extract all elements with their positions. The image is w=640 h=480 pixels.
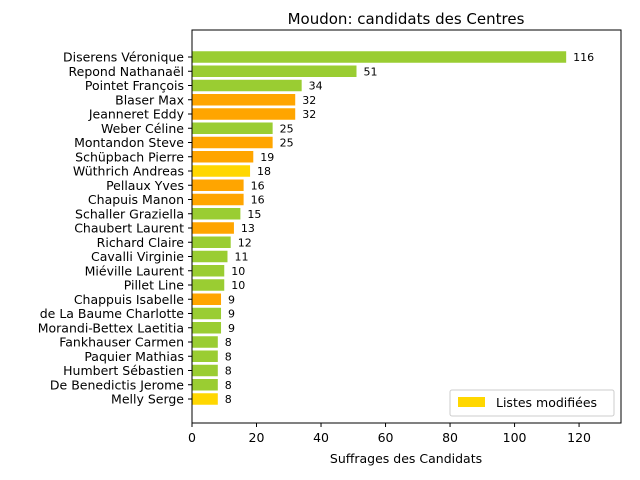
x-tick-label: 80 [442,430,458,445]
category-label: Diserens Véronique [63,50,184,65]
category-label: Chappuis Isabelle [74,292,184,307]
category-label: Morandi-Bettex Laetitia [38,320,184,335]
bar [192,65,357,77]
value-label: 13 [241,222,255,235]
value-label: 16 [251,179,265,192]
bar [192,108,296,120]
value-label: 8 [225,365,232,378]
value-label: 116 [573,51,594,64]
value-label: 51 [364,65,378,78]
category-label: Schaller Graziella [75,206,184,221]
category-label: Humbert Sébastien [63,363,184,378]
value-label: 12 [238,236,252,249]
bar [192,322,222,334]
legend-label: Listes modifiées [496,395,597,410]
bar [192,379,218,391]
value-label: 32 [302,94,316,107]
category-label: Pellaux Yves [106,178,184,193]
bar [192,250,228,263]
bar [192,307,222,320]
category-label: De Benedictis Jerome [50,377,184,392]
value-label: 19 [260,151,274,164]
legend-box [449,389,615,417]
bar [192,151,254,163]
value-label: 9 [228,322,235,335]
value-label: 8 [225,350,232,363]
x-tick-label: 60 [378,430,394,445]
bar [192,208,241,220]
bar [192,350,218,362]
x-tick-label: 20 [249,430,265,445]
bar [192,265,225,277]
bar [192,293,222,305]
value-label: 8 [225,393,232,406]
bars-group [192,51,567,405]
category-label: Schüpbach Pierre [75,149,184,164]
value-label: 10 [231,279,245,292]
category-label: Melly Serge [111,392,184,407]
bar [192,222,234,234]
bar [192,179,244,191]
category-label: Jeanneret Eddy [88,107,185,122]
value-labels: 1165134323225251918161615131211101099988… [225,51,594,406]
value-label: 8 [225,336,232,349]
category-label: Montandon Steve [74,135,184,150]
category-label: Repond Nathanaël [69,64,184,79]
legend-swatch [458,397,485,407]
category-label: Fankhauser Carmen [59,335,184,350]
category-label: Cavalli Virginie [91,249,184,264]
x-axis-title: Suffrages des Candidats [330,451,482,466]
value-label: 25 [280,137,294,150]
x-tick-label: 100 [503,430,527,445]
value-label: 8 [225,379,232,392]
value-label: 9 [228,293,235,306]
category-label: Chaubert Laurent [74,221,184,236]
bar [192,136,273,149]
x-tick-label: 0 [188,430,196,445]
x-axis-ticks: 0 20 40 60 80 100 120 [188,423,591,445]
category-label: Wüthrich Andreas [73,164,184,179]
plot-frame [191,29,622,424]
category-label: Chapuis Manon [88,192,184,207]
bar [192,279,225,291]
value-label: 18 [257,165,271,178]
category-label: Pillet Line [124,278,185,293]
legend: Listes modifiées [449,389,615,417]
value-label: 25 [280,122,294,135]
bar [192,393,218,405]
category-label: Paquier Mathias [84,349,184,364]
value-label: 15 [247,208,261,221]
x-tick-label: 120 [567,430,591,445]
value-label: 10 [231,265,245,278]
chart-title: Moudon: candidats des Centres [288,10,525,28]
value-label: 11 [234,251,248,264]
value-label: 32 [302,108,316,121]
x-tick-label: 40 [313,430,329,445]
category-label: Pointet François [85,78,184,93]
bar [192,94,296,106]
bar [192,236,231,248]
category-label: Blaser Max [115,92,184,107]
bar [192,51,567,63]
bar [192,193,244,206]
bar [192,79,302,92]
value-label: 34 [309,80,323,93]
category-label: Miéville Laurent [85,263,184,278]
value-label: 16 [251,194,265,207]
bar [192,122,273,134]
category-label: Weber Céline [101,121,184,136]
bar [192,336,218,348]
bar [192,364,218,377]
bar [192,165,251,177]
category-label: Richard Claire [97,235,185,250]
value-label: 9 [228,308,235,321]
category-label: de La Baume Charlotte [40,306,185,321]
